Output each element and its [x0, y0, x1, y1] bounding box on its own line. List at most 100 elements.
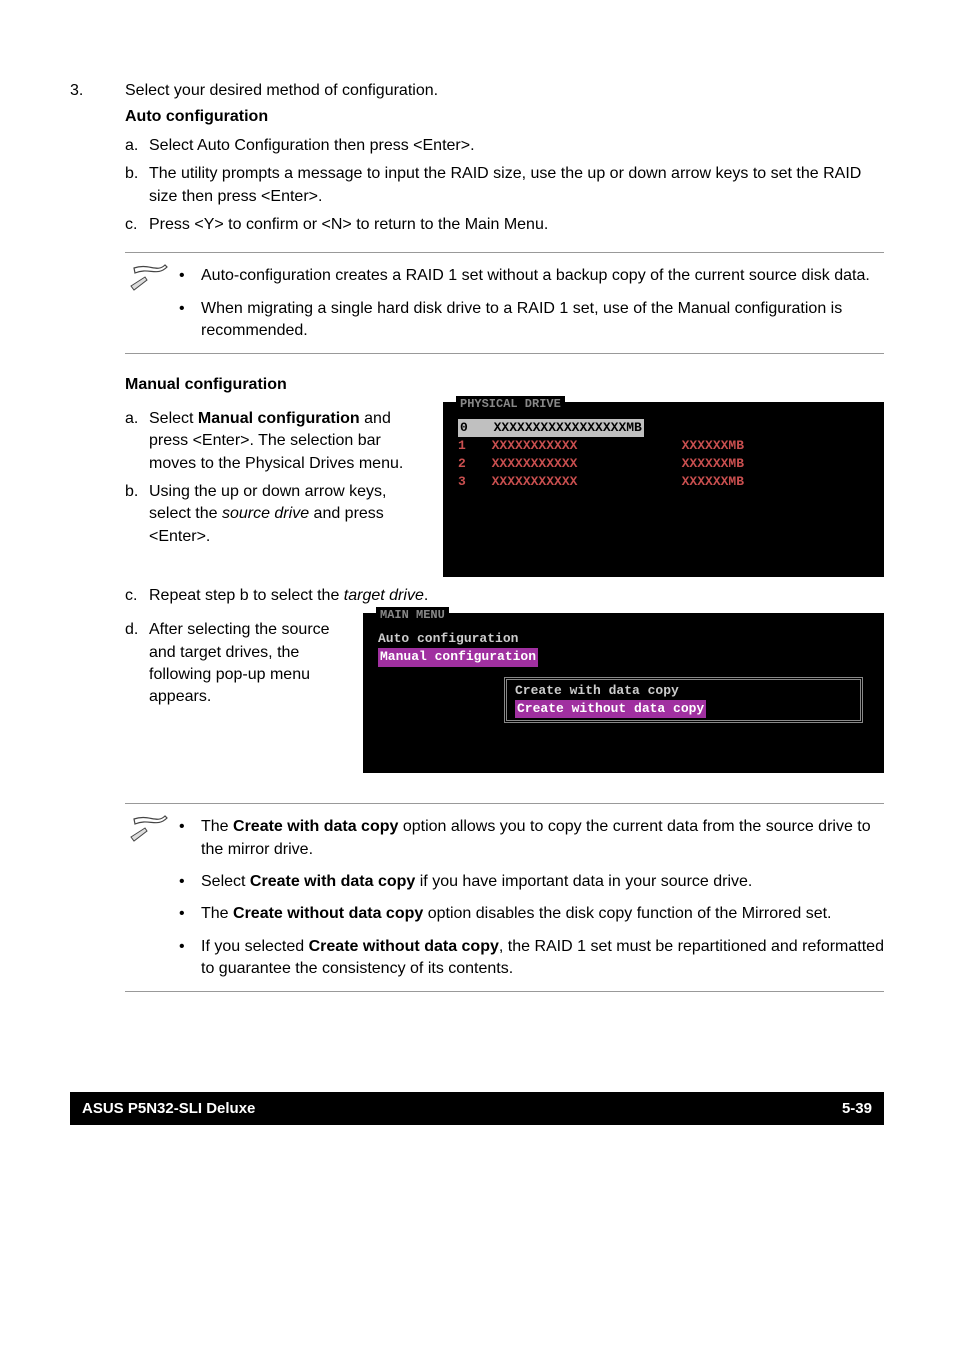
manual-right: PHYSICAL DRIVE 0 XXXXXXXXXXXXXXXXXMB 1 X…: [443, 402, 884, 577]
bullet-dot: •: [173, 816, 201, 861]
sub-text: Select Auto Configuration then press <En…: [149, 135, 884, 157]
bullet-dot: •: [173, 871, 201, 893]
text-pre: The: [201, 905, 233, 922]
bullet-text: If you selected Create without data copy…: [201, 936, 884, 981]
manual-d-left: d. After selecting the source and target…: [125, 613, 345, 773]
bullet-text: When migrating a single hard disk drive …: [201, 298, 884, 343]
manual-step-b: b. Using the up or down arrow keys, sele…: [125, 481, 425, 548]
drive-name: XXXXXXXXXXX: [492, 437, 682, 455]
menu-line-2: Manual configuration: [378, 648, 538, 666]
footer-left: ASUS P5N32-SLI Deluxe: [82, 1098, 255, 1119]
bullet-text: Select Create with data copy if you have…: [201, 871, 884, 893]
sub-letter: d.: [125, 619, 149, 709]
text-pre: Repeat step b to select the: [149, 587, 344, 604]
sub-text: The utility prompts a message to input t…: [149, 163, 884, 208]
note-bullet-2: • When migrating a single hard disk driv…: [173, 298, 884, 343]
step-number: 3.: [70, 80, 125, 102]
manual-step-a: a. Select Manual configuration and press…: [125, 408, 425, 475]
physical-drive-panel: PHYSICAL DRIVE 0 XXXXXXXXXXXXXXXXXMB 1 X…: [443, 402, 884, 577]
sub-text: Repeat step b to select the target drive…: [149, 585, 884, 607]
sub-text: Using the up or down arrow keys, select …: [149, 481, 425, 548]
sub-letter: a.: [125, 135, 149, 157]
auto-step-b: b. The utility prompts a message to inpu…: [125, 163, 884, 208]
text-pre: If you selected: [201, 938, 309, 955]
text-bold: Create without data copy: [309, 938, 499, 955]
note2-bullet-1: • The Create with data copy option allow…: [173, 816, 884, 861]
text-pre: Select: [149, 410, 198, 427]
bullet-dot: •: [173, 265, 201, 287]
manual-d-two-col: d. After selecting the source and target…: [125, 613, 884, 773]
manual-left: a. Select Manual configuration and press…: [125, 402, 425, 577]
note-icon: [125, 261, 173, 300]
step-intro: Select your desired method of configurat…: [125, 80, 884, 102]
sub-letter: a.: [125, 408, 149, 475]
text-post: if you have important data in your sourc…: [415, 873, 752, 890]
sub-text: After selecting the source and target dr…: [149, 619, 345, 709]
note-content: • The Create with data copy option allow…: [173, 812, 884, 980]
note-content: • Auto-configuration creates a RAID 1 se…: [173, 261, 884, 342]
drive-name: XXXXXXXXXXX: [492, 473, 682, 491]
drive-num: 3: [458, 473, 476, 491]
bullet-text: The Create without data copy option disa…: [201, 903, 884, 925]
auto-step-a: a. Select Auto Configuration then press …: [125, 135, 884, 157]
manual-config-section: Manual configuration a. Select Manual co…: [70, 370, 884, 774]
panel-title: MAIN MENU: [376, 607, 449, 624]
text-bold: Create with data copy: [250, 873, 415, 890]
manual-two-col: a. Select Manual configuration and press…: [125, 402, 884, 577]
bullet-text: The Create with data copy option allows …: [201, 816, 884, 861]
drive-row-0: 0 XXXXXXXXXXXXXXXXXMB: [454, 419, 873, 437]
text-bold: Create without data copy: [233, 905, 423, 922]
page-footer: ASUS P5N32-SLI Deluxe 5-39: [70, 1092, 884, 1125]
drive-size: XXXXXXMB: [682, 437, 744, 455]
sub-text: Press <Y> to confirm or <N> to return to…: [149, 214, 884, 236]
popup-line-2: Create without data copy: [515, 700, 706, 718]
text-post: option disables the disk copy function o…: [423, 905, 831, 922]
popup-menu: Create with data copy Create without dat…: [504, 677, 863, 723]
popup-line-1: Create with data copy: [515, 682, 852, 700]
menu-line-1: Auto configuration: [374, 630, 873, 648]
menu-line-2-wrap: Manual configuration: [374, 648, 873, 666]
step-body: Select your desired method of configurat…: [125, 80, 884, 236]
note2-bullet-4: • If you selected Create without data co…: [173, 936, 884, 981]
manual-config-title: Manual configuration: [125, 374, 884, 396]
manual-d-right: MAIN MENU Auto configuration Manual conf…: [363, 613, 884, 773]
text-bold: Create with data copy: [233, 818, 398, 835]
drive-size: XXXXXXMB: [682, 473, 744, 491]
drive-size: XXXXXXMB: [682, 455, 744, 473]
sub-text: Select Manual configuration and press <E…: [149, 408, 425, 475]
step-3: 3. Select your desired method of configu…: [70, 80, 884, 236]
sub-letter: c.: [125, 585, 149, 607]
note2-bullet-2: • Select Create with data copy if you ha…: [173, 871, 884, 893]
panel-title: PHYSICAL DRIVE: [456, 396, 565, 413]
drive-num: 2: [458, 455, 476, 473]
text-pre: The: [201, 818, 233, 835]
note-auto-config: • Auto-configuration creates a RAID 1 se…: [125, 252, 884, 353]
sub-letter: b.: [125, 163, 149, 208]
bullet-dot: •: [173, 903, 201, 925]
note-bullet-1: • Auto-configuration creates a RAID 1 se…: [173, 265, 884, 287]
bullet-dot: •: [173, 298, 201, 343]
text-italic: target drive: [344, 587, 424, 604]
drive-row-2: 2 XXXXXXXXXXXXXXXXXMB: [454, 455, 873, 473]
manual-step-d: d. After selecting the source and target…: [125, 619, 345, 709]
bullet-dot: •: [173, 936, 201, 981]
text-post: .: [424, 587, 428, 604]
drive-row-1: 1 XXXXXXXXXXXXXXXXXMB: [454, 437, 873, 455]
drive-row-3: 3 XXXXXXXXXXXXXXXXXMB: [454, 473, 873, 491]
note-icon: [125, 812, 173, 851]
manual-body: Manual configuration a. Select Manual co…: [125, 370, 884, 774]
text-pre: Select: [201, 873, 250, 890]
drive-name: XXXXXXXXXXX: [492, 455, 682, 473]
drive-name: XXXXXXXXXXX: [494, 419, 580, 437]
drive-num: 1: [458, 437, 476, 455]
note-data-copy: • The Create with data copy option allow…: [125, 803, 884, 991]
sub-letter: b.: [125, 481, 149, 548]
sub-letter: c.: [125, 214, 149, 236]
auto-config-title: Auto configuration: [125, 106, 884, 128]
bullet-text: Auto-configuration creates a RAID 1 set …: [201, 265, 884, 287]
auto-step-c: c. Press <Y> to confirm or <N> to return…: [125, 214, 884, 236]
drive-num: 0: [460, 419, 478, 437]
manual-step-c: c. Repeat step b to select the target dr…: [125, 585, 884, 607]
popup-line-2-wrap: Create without data copy: [515, 700, 852, 718]
footer-right: 5-39: [842, 1098, 872, 1119]
